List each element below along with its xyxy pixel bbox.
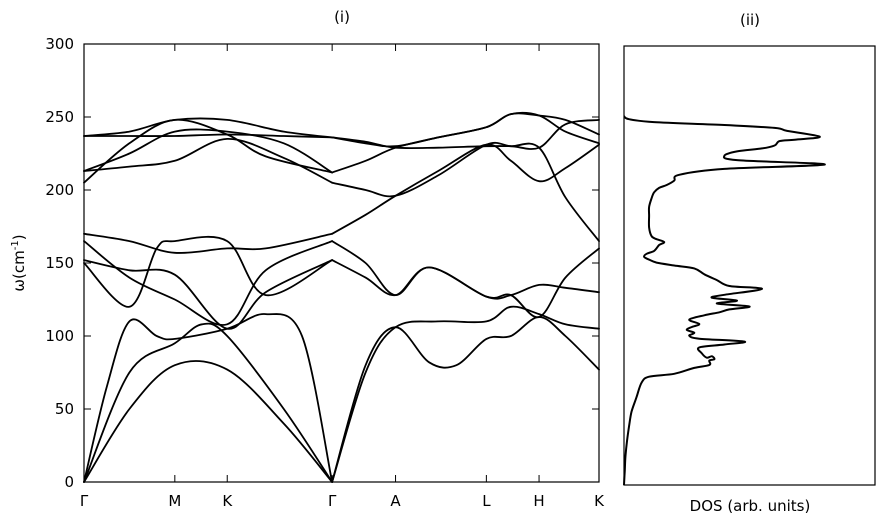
k-point-label: Γ [328, 492, 337, 510]
dos-curve [623, 115, 826, 486]
k-point-label: M [168, 492, 181, 510]
y-tick-label: 150 [45, 254, 74, 272]
phonon-branch-9 [83, 128, 333, 174]
phonon-branch-2 [83, 322, 333, 483]
phonon-branch-10 [83, 137, 333, 184]
phonon-branch-20 [331, 119, 600, 150]
y-axis-label-main: ω(cm [10, 250, 28, 291]
y-tick-label: 300 [45, 35, 74, 53]
phonon-branch-11 [83, 117, 333, 139]
k-point-label: K [594, 492, 605, 510]
k-point-label: K [222, 492, 233, 510]
panel-title-i: (i) [334, 8, 350, 26]
phonon-branch-4 [83, 235, 333, 308]
phonon-branch-8 [83, 118, 333, 184]
phonon-branch-14 [331, 316, 600, 483]
y-axis-label-suffix: ) [10, 234, 28, 240]
y-tick-label: 250 [45, 108, 74, 126]
phonon-branch-15 [331, 259, 600, 300]
phonon-branch-16 [331, 240, 600, 318]
k-point-label: Γ [80, 492, 89, 510]
svg-text:ω(cm-1): ω(cm-1) [10, 234, 28, 291]
phonon-branch-18 [331, 141, 600, 242]
y-tick-label: 0 [64, 473, 74, 491]
phonon-branch-5 [83, 259, 333, 330]
y-tick-label: 100 [45, 327, 74, 345]
phonon-branch-12 [83, 133, 333, 139]
y-axis-label-superscript: -1 [10, 240, 21, 250]
phonon-branch-6 [83, 240, 333, 326]
y-tick-label: 50 [55, 400, 74, 418]
phonon-band-curves [83, 111, 600, 483]
dos-curve-group [623, 115, 826, 486]
band-plot-frame [83, 43, 600, 483]
phonon-branch-21 [331, 112, 600, 148]
phonon-branch-1 [83, 360, 333, 483]
dos-x-axis-label: DOS (arb. units) [690, 497, 811, 515]
y-tick-label: 200 [45, 181, 74, 199]
panel-title-ii: (ii) [740, 11, 760, 29]
phonon-branch-13 [331, 305, 600, 483]
band-axis-ticks: 0 50 100 150 200 250 300 Γ M K Γ A L H K [45, 35, 605, 510]
k-point-label: H [533, 492, 544, 510]
y-axis-label: ω(cm-1) [10, 234, 28, 291]
phonon-branch-7 [83, 232, 333, 254]
k-point-label: L [482, 492, 491, 510]
phonon-branch-3 [83, 313, 333, 483]
dos-plot-frame [623, 45, 876, 486]
k-point-label: A [390, 492, 401, 510]
